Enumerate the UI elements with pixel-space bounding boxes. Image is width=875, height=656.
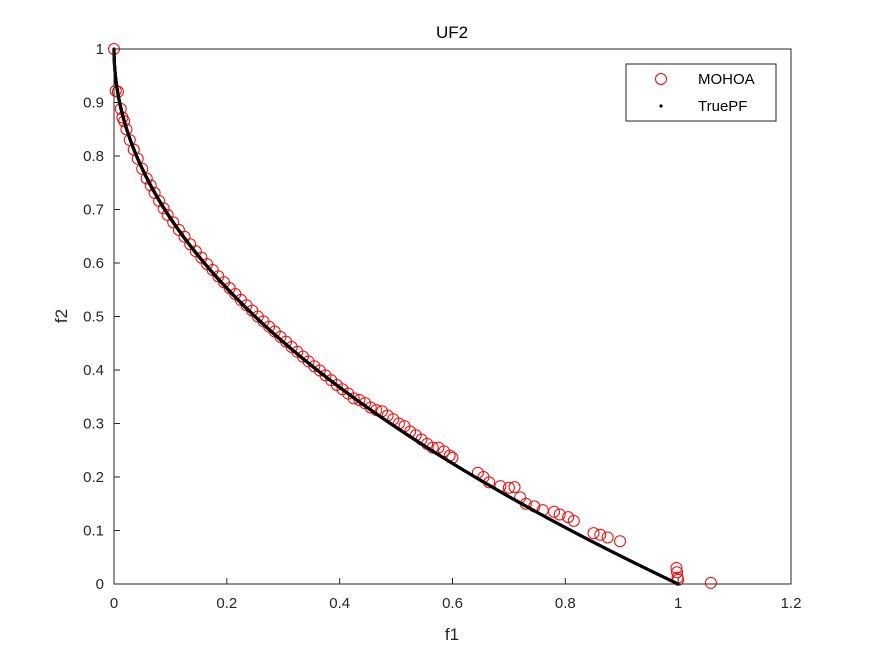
mohoa-point (670, 561, 683, 574)
x-tick-label: 0.8 (555, 595, 576, 612)
y-tick-label: 0.6 (83, 255, 104, 272)
mohoa-point (671, 566, 684, 579)
mohoa-point (131, 152, 144, 165)
x-tick-label: 0.6 (442, 595, 463, 612)
mohoa-point (140, 172, 153, 185)
legend-label-truepf: TruePF (698, 98, 747, 115)
mohoa-point (594, 528, 607, 541)
mohoa-point (601, 531, 614, 544)
y-tick-label: 0.7 (83, 202, 104, 219)
legend: MOHOA TruePF (625, 63, 777, 122)
y-tick-label: 0.4 (83, 362, 104, 379)
y-axis-title: f2 (52, 309, 71, 323)
mohoa-point (502, 481, 515, 494)
y-tick-label: 0.1 (83, 523, 104, 540)
mohoa-point (587, 527, 600, 540)
mohoa-point (153, 194, 166, 207)
x-tick-label: 1 (674, 595, 682, 612)
x-axis-title: f1 (445, 625, 459, 644)
legend-marker-truepf (659, 104, 663, 108)
y-tick-label: 1 (96, 41, 104, 58)
mohoa-point (553, 508, 566, 521)
mohoa-point (614, 535, 627, 548)
y-tick-label: 0.8 (83, 148, 104, 165)
y-tick-label: 0.2 (83, 469, 104, 486)
plot-area (114, 49, 791, 584)
y-tick-label: 0.9 (83, 95, 104, 112)
mohoa-point (144, 179, 157, 192)
x-tick-label: 0.2 (216, 595, 237, 612)
legend-label-mohoa: MOHOA (698, 71, 755, 88)
mohoa-point (548, 505, 561, 518)
mohoa-point (704, 576, 717, 589)
mohoa-point (347, 392, 360, 405)
x-tick-label: 0 (110, 595, 118, 612)
legend-marker-mohoa (655, 73, 667, 85)
mohoa-point (508, 481, 521, 494)
mohoa-point (157, 202, 170, 215)
y-tick-label: 0.5 (83, 309, 104, 326)
x-axis: 0 0.2 0.4 0.6 0.8 1 1.2 (110, 578, 802, 612)
y-tick-label: 0 (96, 576, 104, 593)
y-axis: 0 0.1 0.2 0.3 0.4 0.5 0.6 0.7 0.8 0.9 1 (83, 41, 120, 593)
chart-title: UF2 (436, 23, 468, 42)
x-tick-label: 0.4 (329, 595, 350, 612)
x-tick-label: 1.2 (781, 595, 802, 612)
mohoa-point (136, 162, 149, 175)
mohoa-point (567, 514, 580, 527)
mohoa-point (353, 393, 366, 406)
y-tick-label: 0.3 (83, 416, 104, 433)
legend-box (625, 63, 777, 122)
